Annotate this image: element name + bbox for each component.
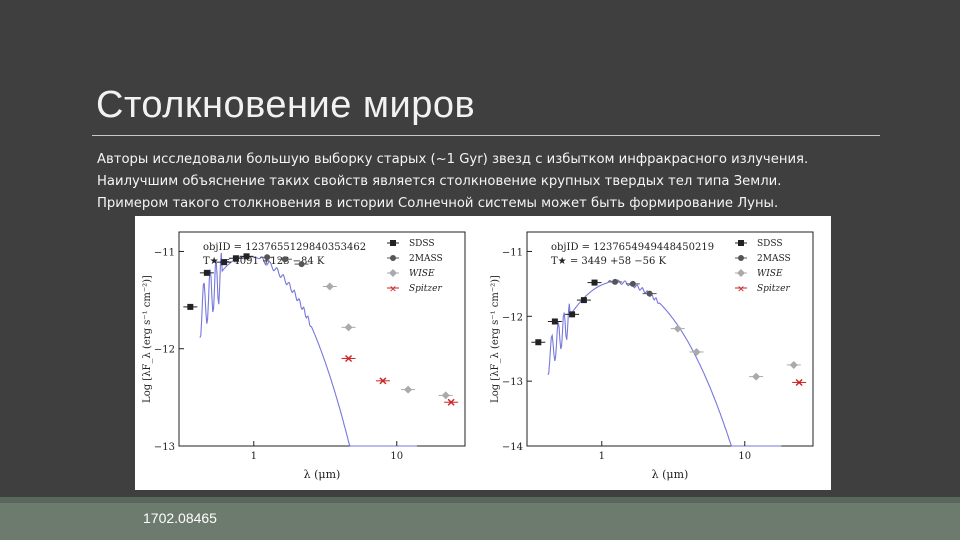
plot-frame bbox=[178, 231, 466, 447]
y-tick-label: −11 bbox=[154, 247, 175, 258]
twomass-point bbox=[264, 254, 271, 261]
sdss-point bbox=[243, 253, 250, 260]
twomass-point bbox=[281, 256, 288, 263]
y-tick-label: −12 bbox=[502, 312, 523, 323]
legend-marker bbox=[737, 269, 745, 277]
sdss-point bbox=[591, 279, 598, 286]
legend-marker bbox=[390, 240, 396, 246]
wise-point bbox=[789, 360, 798, 369]
twomass-point bbox=[629, 280, 636, 287]
x-axis-label: λ (μm) bbox=[652, 468, 689, 481]
twomass-point bbox=[646, 290, 653, 297]
wise-point bbox=[404, 385, 413, 394]
y-axis-label: Log [λF_λ (erg s⁻¹ cm⁻²)] bbox=[490, 275, 501, 403]
wise-point bbox=[344, 323, 353, 332]
sdss-point bbox=[535, 339, 542, 346]
sed-chart-left: 1 10 −13 −12 −11 λ (μm) Log [λF_λ (erg s⁻¹ cm⁻… bbox=[142, 231, 466, 481]
spitzer-point bbox=[379, 377, 387, 385]
legend-marker bbox=[390, 255, 396, 261]
body-line: Наилучшим объяснение таких свойств являе… bbox=[97, 174, 782, 189]
wise-point bbox=[441, 391, 450, 400]
sdss-point bbox=[221, 259, 228, 266]
footer-accent bbox=[0, 497, 960, 503]
legend-marker bbox=[738, 240, 744, 246]
sdss-point bbox=[569, 311, 576, 318]
legend-label: Spitzer bbox=[409, 284, 442, 294]
teff-annotation: T★ = 4091 +123 −84 K bbox=[203, 256, 325, 267]
wise-point bbox=[752, 372, 761, 381]
y-tick-label: −12 bbox=[154, 345, 175, 356]
x-axis-label: λ (μm) bbox=[304, 468, 341, 481]
spitzer-point bbox=[447, 398, 455, 406]
y-tick-label: −14 bbox=[502, 442, 523, 453]
footer-reference: 1702.08465 bbox=[143, 510, 217, 526]
model-spectrum-line bbox=[199, 252, 417, 447]
x-tick-label: 10 bbox=[738, 451, 751, 462]
sed-chart-right: 1 10 −14 −13 −12 −11 λ (μm) Log [λF_λ (erg s⁻¹ … bbox=[490, 231, 814, 481]
footer-bar bbox=[0, 497, 960, 540]
title-divider bbox=[92, 135, 880, 136]
y-tick-label: −11 bbox=[502, 247, 523, 258]
y-tick-label: −13 bbox=[154, 442, 175, 453]
legend-label: WISE bbox=[757, 269, 783, 279]
legend-marker bbox=[738, 255, 744, 261]
wise-point bbox=[673, 324, 682, 333]
legend-label: 2MASS bbox=[409, 254, 443, 264]
slide-title: Столкновение миров bbox=[96, 84, 476, 126]
y-axis-label: Log [λF_λ (erg s⁻¹ cm⁻²)] bbox=[142, 275, 153, 403]
body-line: Примером такого столкновения в истории С… bbox=[97, 196, 779, 211]
legend-label: Spitzer bbox=[757, 284, 790, 294]
twomass-point bbox=[612, 278, 619, 285]
legend-label: SDSS bbox=[757, 239, 783, 249]
slide-body: Авторы исследовали большую выборку стары… bbox=[97, 149, 897, 215]
body-line: Авторы исследовали большую выборку стары… bbox=[97, 152, 809, 167]
plot-frame bbox=[526, 231, 814, 447]
teff-annotation: T★ = 3449 +58 −56 K bbox=[551, 256, 667, 267]
sdss-point bbox=[580, 297, 587, 304]
sed-figure: 1 10 −13 −12 −11 λ (μm) Log [λF_λ (erg s⁻¹ cm⁻… bbox=[135, 216, 831, 490]
sdss-point bbox=[551, 318, 558, 325]
x-tick-label: 10 bbox=[390, 451, 403, 462]
x-tick-label: 1 bbox=[599, 451, 605, 462]
model-spectrum-line bbox=[547, 279, 782, 447]
spitzer-point bbox=[345, 354, 353, 362]
legend-label: 2MASS bbox=[757, 254, 791, 264]
legend-marker bbox=[389, 269, 397, 277]
spitzer-point bbox=[795, 378, 803, 386]
sdss-point bbox=[203, 269, 210, 276]
legend-label: SDSS bbox=[409, 239, 435, 249]
twomass-point bbox=[298, 261, 305, 268]
wise-point bbox=[692, 347, 701, 356]
x-tick-label: 1 bbox=[251, 451, 257, 462]
legend-marker: ✕ bbox=[737, 285, 745, 295]
legend-marker: ✕ bbox=[389, 285, 397, 295]
sdss-point bbox=[232, 255, 239, 262]
legend-label: WISE bbox=[409, 269, 435, 279]
sdss-point bbox=[187, 303, 194, 310]
wise-point bbox=[325, 282, 334, 291]
y-tick-label: −13 bbox=[502, 377, 523, 388]
objid-annotation: objID = 1237655129840353462 bbox=[203, 242, 366, 253]
objid-annotation: objID = 1237654949448450219 bbox=[551, 242, 714, 253]
